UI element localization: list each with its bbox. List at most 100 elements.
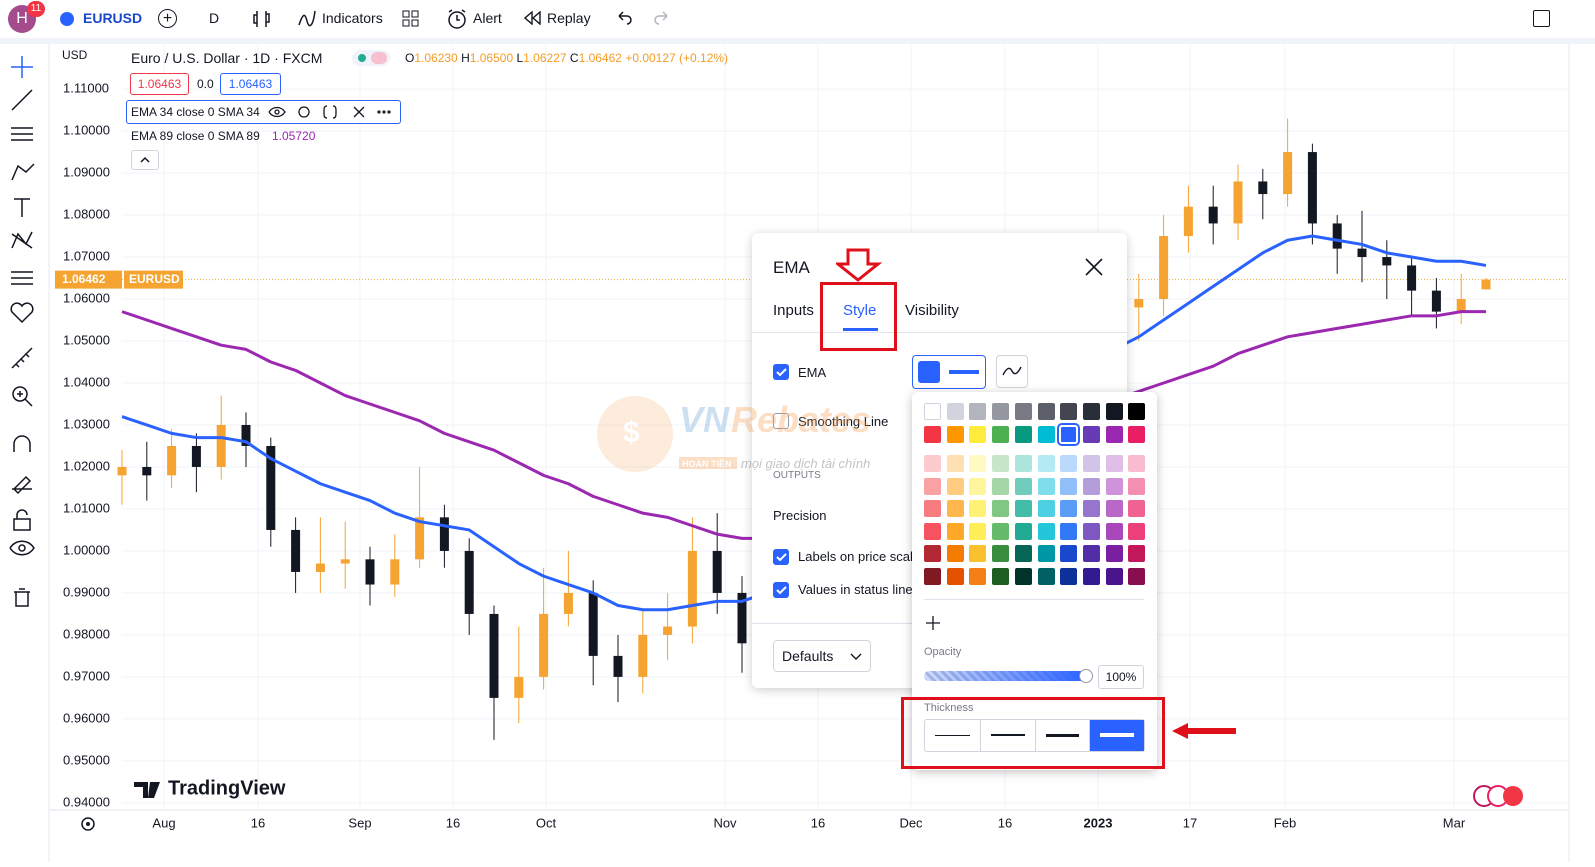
opacity-slider[interactable] — [924, 669, 1093, 683]
color-swatch[interactable] — [969, 426, 987, 443]
color-swatch[interactable] — [969, 500, 987, 517]
color-swatch[interactable] — [1105, 568, 1123, 585]
color-swatch[interactable] — [1037, 545, 1055, 562]
color-swatch[interactable] — [1037, 500, 1055, 517]
checkbox[interactable] — [773, 364, 789, 380]
checkbox[interactable] — [773, 582, 789, 598]
color-swatch[interactable] — [1082, 426, 1100, 443]
defaults-button[interactable]: Defaults — [773, 640, 871, 672]
tab[interactable]: Inputs — [773, 302, 814, 319]
indicators-button[interactable]: Indicators — [322, 10, 383, 26]
color-swatch[interactable] — [946, 455, 964, 472]
collapse-button[interactable] — [131, 150, 159, 170]
color-swatch[interactable] — [946, 426, 964, 443]
checkbox[interactable] — [773, 413, 789, 429]
color-swatch[interactable] — [1037, 523, 1055, 540]
templates-icon[interactable] — [402, 10, 420, 28]
indicator-row[interactable]: EMA 34 close 0 SMA 34 — [126, 100, 401, 124]
settings-gear[interactable] — [81, 817, 95, 831]
color-swatch[interactable] — [1014, 500, 1032, 517]
color-swatch[interactable] — [1128, 568, 1146, 585]
replay-icon[interactable] — [524, 11, 542, 25]
color-swatch[interactable] — [1060, 455, 1078, 472]
color-swatch[interactable] — [1082, 455, 1100, 472]
color-swatch[interactable] — [1105, 403, 1123, 420]
color-swatch[interactable] — [924, 426, 941, 443]
color-swatch[interactable] — [1014, 403, 1032, 420]
color-swatch[interactable] — [1060, 523, 1078, 540]
color-swatch[interactable] — [1014, 426, 1032, 443]
color-swatch[interactable] — [924, 403, 941, 420]
alert-icon[interactable] — [446, 8, 468, 30]
color-swatch[interactable] — [1014, 523, 1032, 540]
color-swatch[interactable] — [1057, 423, 1081, 446]
color-swatch[interactable] — [992, 455, 1010, 472]
color-swatch[interactable] — [1014, 545, 1032, 562]
color-swatch[interactable] — [946, 500, 964, 517]
color-swatch[interactable] — [992, 478, 1010, 495]
sell-button[interactable]: 1.06463 — [130, 73, 189, 95]
color-swatch[interactable] — [1082, 500, 1100, 517]
color-swatch[interactable] — [1128, 545, 1146, 562]
color-swatch[interactable] — [1014, 478, 1032, 495]
color-swatch[interactable] — [1037, 568, 1055, 585]
replay-button[interactable]: Replay — [547, 10, 591, 26]
color-swatch[interactable] — [1105, 545, 1123, 562]
color-swatch[interactable] — [969, 455, 987, 472]
color-swatch[interactable] — [1060, 478, 1078, 495]
color-swatch[interactable] — [1060, 403, 1078, 420]
opacity-input[interactable]: 100% — [1098, 665, 1144, 689]
fullscreen-icon[interactable] — [1533, 10, 1550, 27]
thickness-option[interactable] — [1034, 720, 1090, 751]
color-swatch[interactable] — [992, 403, 1010, 420]
symbol[interactable]: EURUSD — [83, 10, 143, 26]
color-swatch[interactable] — [1105, 426, 1123, 443]
color-swatch[interactable] — [946, 545, 964, 562]
color-swatch[interactable] — [1105, 523, 1123, 540]
color-swatch[interactable] — [946, 403, 964, 420]
alert-button[interactable]: Alert — [473, 10, 502, 26]
indicators-icon[interactable] — [297, 9, 317, 29]
color-swatch[interactable] — [1128, 478, 1146, 495]
color-swatch[interactable] — [1128, 455, 1146, 472]
color-swatch[interactable] — [992, 426, 1010, 443]
color-swatch[interactable] — [1082, 523, 1100, 540]
color-swatch[interactable] — [1128, 426, 1146, 443]
color-swatch[interactable] — [992, 523, 1010, 540]
color-swatch[interactable] — [1060, 545, 1078, 562]
color-button[interactable] — [912, 355, 986, 389]
color-swatch[interactable] — [924, 545, 941, 562]
color-swatch[interactable] — [992, 545, 1010, 562]
color-swatch[interactable] — [1037, 478, 1055, 495]
color-swatch[interactable] — [1128, 403, 1146, 420]
indicator-actions[interactable] — [267, 104, 395, 120]
color-swatch[interactable] — [1105, 455, 1123, 472]
close-button[interactable] — [1085, 258, 1103, 276]
color-swatch[interactable] — [969, 545, 987, 562]
tab-active[interactable]: Style — [843, 302, 877, 319]
add-color[interactable] — [926, 616, 940, 630]
color-swatch[interactable] — [1105, 500, 1123, 517]
currency-selector[interactable]: USD — [62, 48, 88, 62]
color-swatch[interactable] — [1128, 500, 1146, 517]
color-swatch[interactable] — [1014, 568, 1032, 585]
checkbox[interactable] — [773, 549, 789, 565]
thickness-option[interactable] — [925, 720, 980, 751]
color-swatch[interactable] — [1082, 545, 1100, 562]
color-swatch[interactable] — [969, 478, 987, 495]
thickness-option[interactable] — [979, 720, 1035, 751]
color-swatch[interactable] — [1037, 403, 1055, 420]
color-swatch[interactable] — [946, 478, 964, 495]
color-swatch[interactable] — [1037, 455, 1055, 472]
line-type-button[interactable] — [996, 355, 1028, 388]
tab[interactable]: Visibility — [905, 302, 959, 319]
chart-type-icon[interactable] — [253, 9, 271, 29]
color-swatch[interactable] — [1105, 478, 1123, 495]
color-swatch[interactable] — [924, 500, 941, 517]
color-swatch[interactable] — [946, 568, 964, 585]
buy-button[interactable]: 1.06463 — [220, 73, 281, 95]
color-swatch[interactable] — [969, 568, 987, 585]
color-swatch[interactable] — [924, 568, 941, 585]
color-swatch[interactable] — [1082, 478, 1100, 495]
color-swatch[interactable] — [992, 568, 1010, 585]
